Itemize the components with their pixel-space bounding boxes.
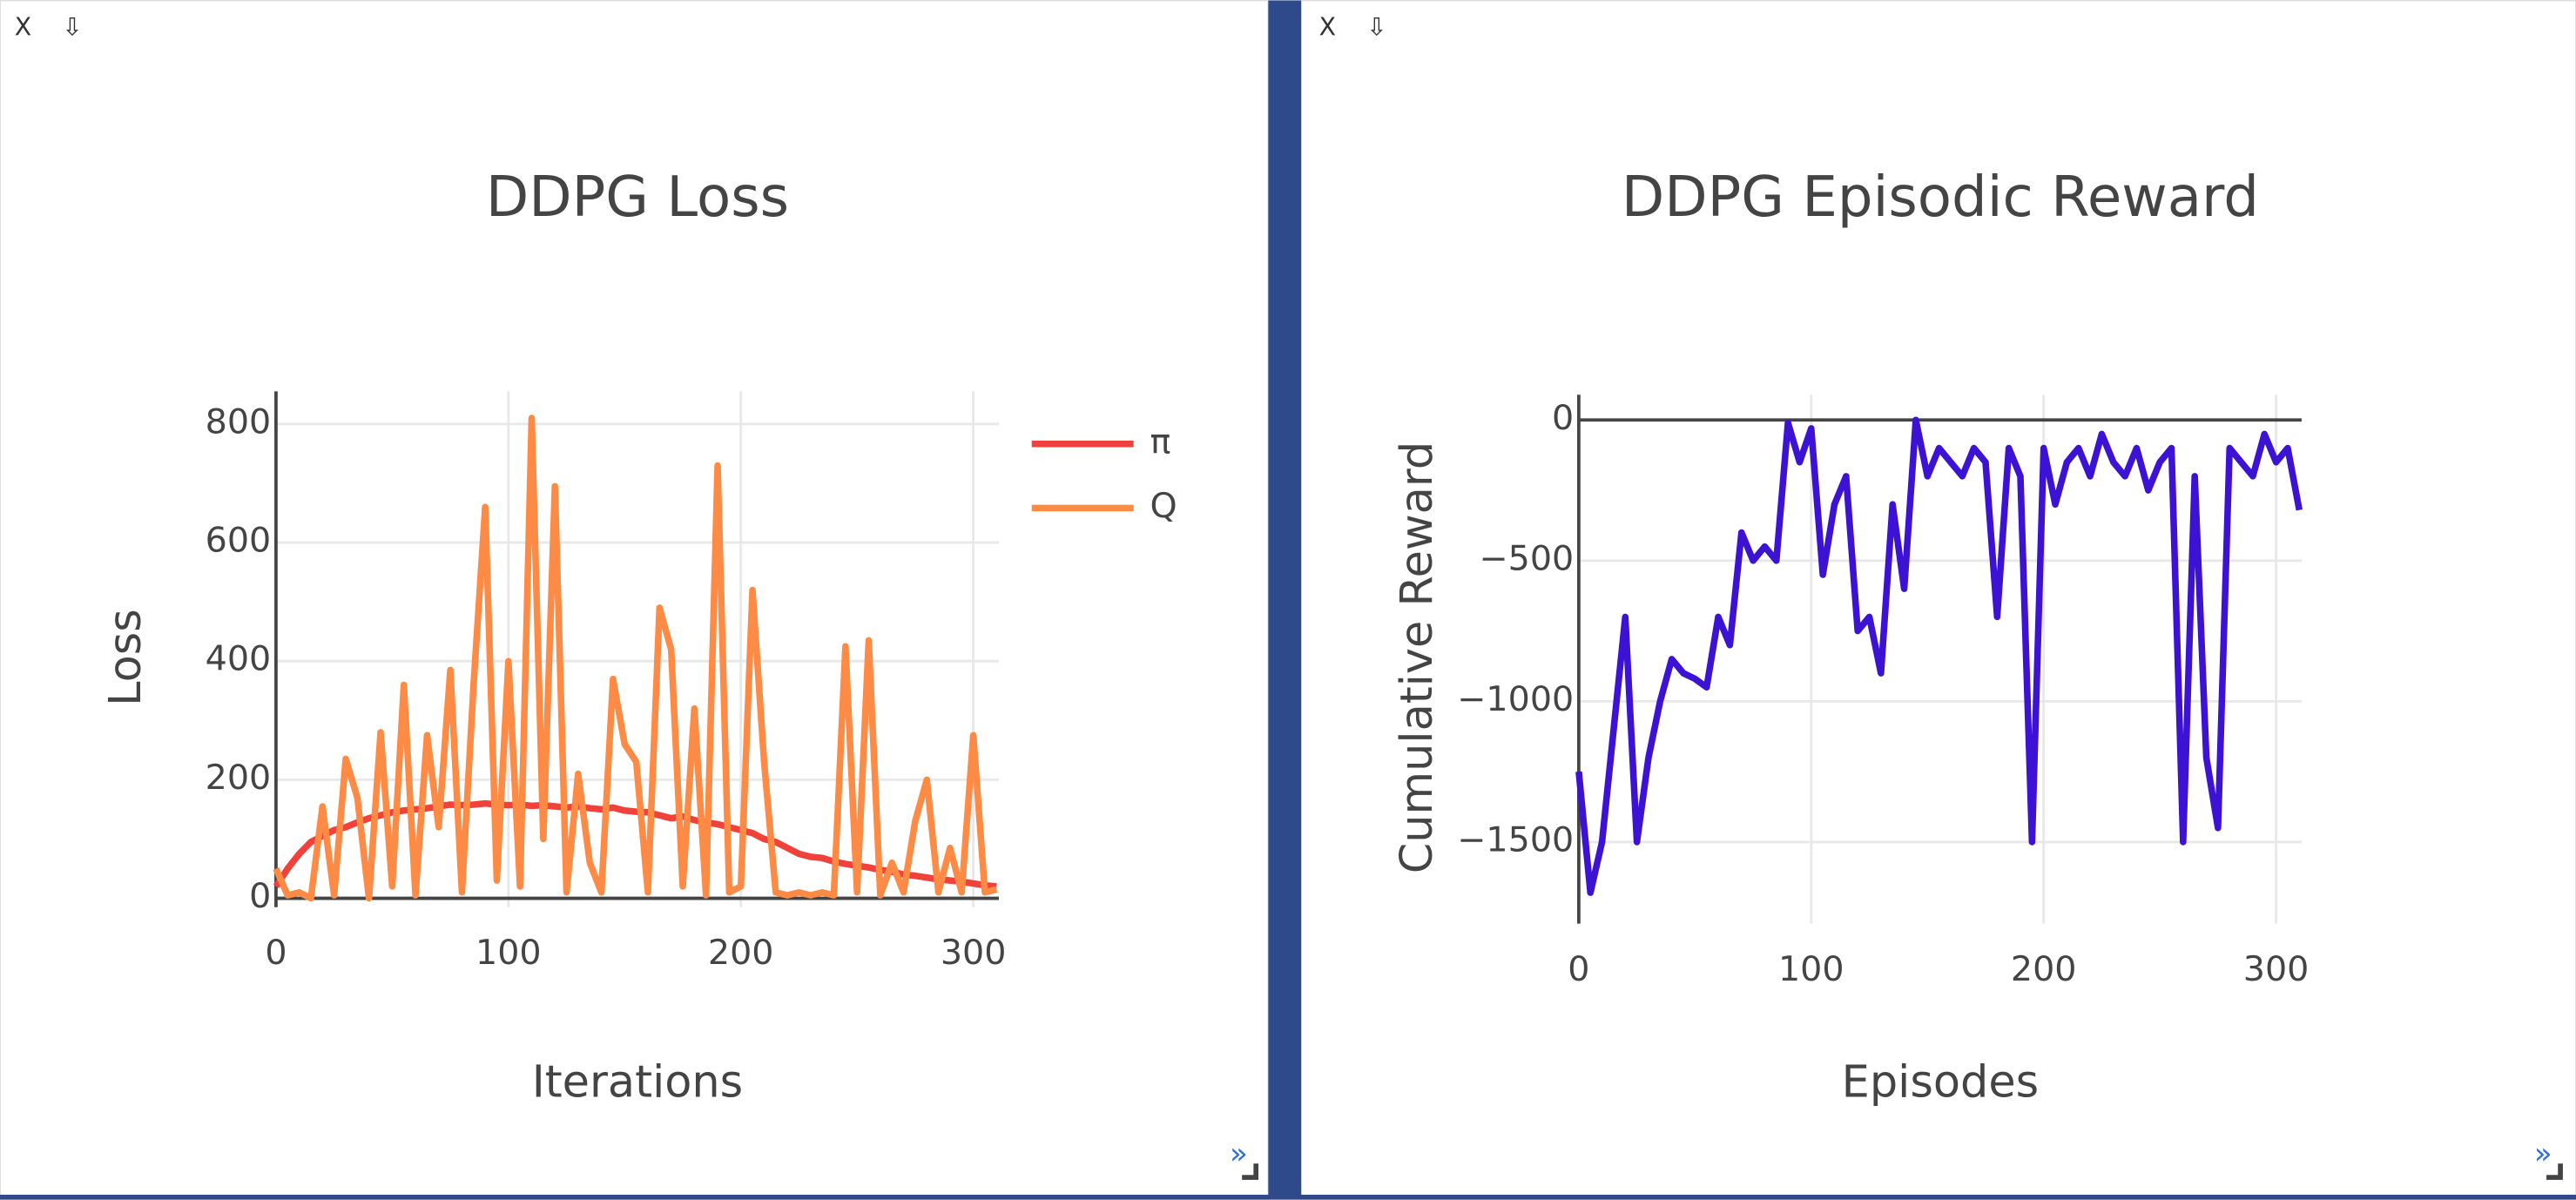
expand-button[interactable]: » (2534, 1136, 2552, 1171)
x-tick-label: 300 (941, 933, 1007, 973)
y-axis-label: Loss (100, 609, 152, 706)
y-tick-label: 600 (206, 521, 272, 561)
resize-handle[interactable] (2546, 1163, 2563, 1180)
x-tick-label: 100 (475, 933, 542, 973)
series-line (1575, 416, 2303, 896)
y-axis-label: Cumulative Reward (1392, 442, 1443, 873)
download-button[interactable]: ⇩ (62, 13, 83, 42)
x-tick-label: 100 (1778, 949, 1844, 989)
pane-right (1300, 0, 2576, 1200)
resize-handle[interactable] (1242, 1163, 1259, 1180)
y-tick-label: 0 (1552, 398, 1574, 438)
bottom-border (0, 1194, 2576, 1200)
x-tick-label: 200 (708, 933, 774, 973)
x-tick-label: 200 (2011, 949, 2077, 989)
pane-divider (1268, 0, 1302, 1200)
x-tick-label: 0 (265, 933, 287, 973)
close-button[interactable]: X (15, 13, 31, 42)
chart-title: DDPG Episodic Reward (1622, 165, 2259, 230)
y-tick-label: −500 (1479, 538, 1574, 578)
chart-title: DDPG Loss (486, 165, 789, 230)
y-tick-label: 200 (206, 758, 272, 798)
y-tick-label: 800 (206, 401, 272, 442)
y-tick-label: 400 (206, 639, 272, 679)
y-tick-label: −1500 (1457, 819, 1574, 860)
legend-label: Q (1150, 486, 1177, 526)
pane-left (0, 0, 1270, 1200)
expand-button[interactable]: » (1230, 1136, 1248, 1171)
close-button[interactable]: X (1319, 13, 1336, 42)
legend-label: π (1150, 421, 1171, 462)
x-tick-label: 300 (2243, 949, 2310, 989)
x-tick-label: 0 (1568, 949, 1589, 989)
download-button[interactable]: ⇩ (1366, 13, 1387, 42)
y-tick-label: −1000 (1457, 679, 1574, 719)
x-axis-label: Episodes (1842, 1057, 2040, 1109)
y-tick-label: 0 (249, 876, 271, 916)
series-line (273, 415, 998, 902)
x-axis-label: Iterations (532, 1057, 744, 1109)
